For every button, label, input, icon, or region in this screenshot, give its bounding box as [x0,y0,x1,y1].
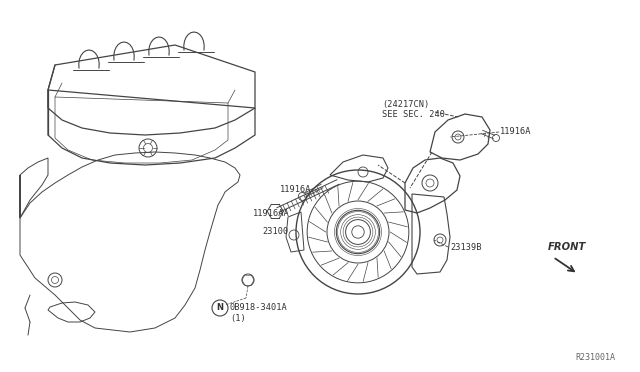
Text: N: N [216,304,223,312]
Text: R231001A: R231001A [575,353,615,362]
Text: 11916A: 11916A [280,186,312,195]
Text: 11916A: 11916A [500,128,531,137]
Text: 11916AA: 11916AA [253,208,290,218]
Text: SEE SEC. 240: SEE SEC. 240 [382,110,445,119]
Text: 23139B: 23139B [450,243,481,251]
Text: 0B918-3401A: 0B918-3401A [230,304,288,312]
Text: (24217CN): (24217CN) [382,100,429,109]
Text: FRONT: FRONT [548,242,586,252]
Text: (1): (1) [230,314,246,323]
Text: 23100: 23100 [262,228,288,237]
